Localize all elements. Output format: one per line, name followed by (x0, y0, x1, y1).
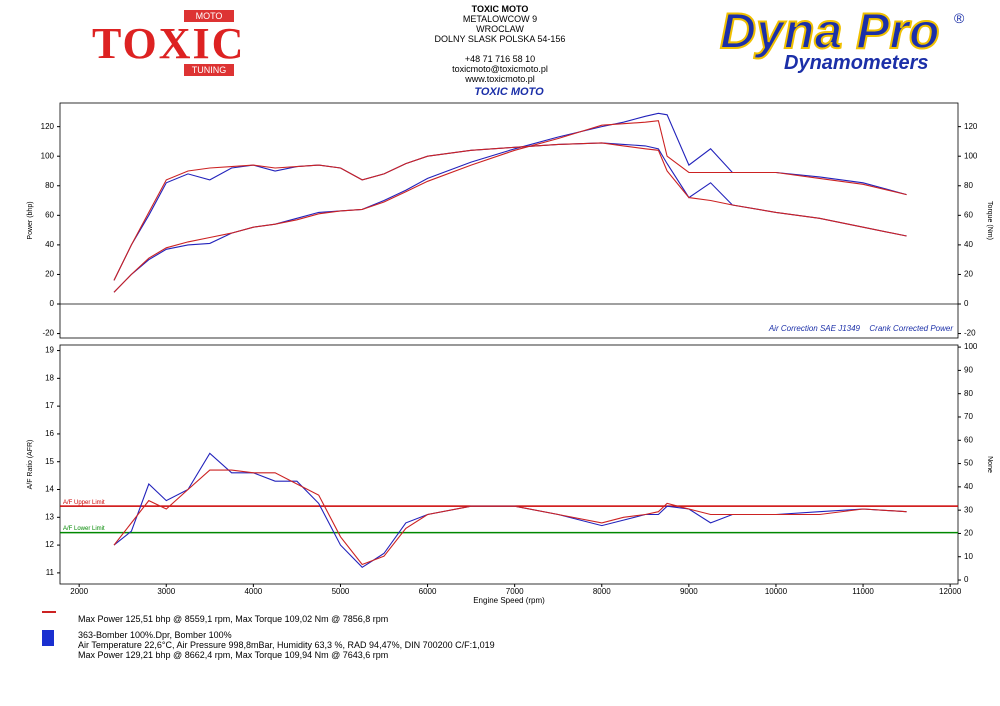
y-tick-label: 11 (46, 568, 55, 577)
y-tick-label: 20 (45, 270, 54, 279)
y2-tick-label: 90 (964, 366, 973, 375)
brand-logo: Dyna Pro ® Dynamometers (712, 2, 972, 74)
y2-axis-label: Torque (Nm) (986, 201, 993, 240)
x-tick-label: 4000 (244, 587, 262, 596)
x-tick-label: 9000 (680, 587, 698, 596)
y2-tick-label: 0 (964, 299, 969, 308)
y2-tick-label: 70 (964, 412, 973, 421)
series-line (113, 120, 907, 293)
company: TOXIC MOTO (471, 4, 529, 14)
run2-swatch (42, 630, 54, 646)
run2-info: Max Power 129,21 bhp @ 8662,4 rpm, Max T… (78, 650, 389, 660)
y2-tick-label: 100 (964, 342, 978, 351)
y-tick-label: 15 (45, 457, 54, 466)
logo-top: MOTO (184, 10, 234, 22)
y2-tick-label: 60 (964, 435, 973, 444)
y2-tick-label: 80 (964, 181, 973, 190)
y-tick-label: 18 (45, 373, 54, 382)
brand-sub: Dynamometers (784, 52, 929, 74)
address: METALOWCOW 9 (462, 14, 538, 24)
y2-axis-label: None (986, 456, 993, 473)
y2-tick-label: 10 (964, 552, 973, 561)
y2-tick-label: 100 (964, 151, 978, 160)
address: DOLNY SLASK POLSKA 54-156 (434, 34, 566, 44)
series-line (113, 142, 907, 281)
logo: MOTO TOXIC TUNING (92, 10, 246, 76)
y-tick-label: 0 (50, 299, 55, 308)
contact: +48 71 716 58 10 (464, 54, 536, 64)
brand-mark: ® (954, 10, 965, 26)
y-tick-label: 100 (41, 151, 55, 160)
x-tick-label: 6000 (419, 587, 437, 596)
contact: www.toxicmoto.pl (465, 74, 535, 84)
y2-tick-label: 40 (964, 482, 973, 491)
y2-tick-label: 60 (964, 210, 973, 219)
y2-tick-label: 30 (964, 505, 973, 514)
y2-tick-label: 20 (964, 270, 973, 279)
y-axis-label: Power (bhp) (27, 201, 34, 239)
chart-title: TOXIC MOTO (474, 86, 544, 98)
limit-label: A/F Lower Limit (63, 526, 105, 532)
x-tick-label: 3000 (157, 587, 175, 596)
y-tick-label: 16 (45, 429, 54, 438)
x-tick-label: 5000 (332, 587, 350, 596)
x-tick-label: 11000 (852, 587, 874, 596)
x-axis-label: Engine Speed (rpm) (473, 596, 545, 605)
x-tick-label: 2000 (70, 587, 88, 596)
y-tick-label: 12 (45, 540, 54, 549)
y-axis-label: A/F Ratio (AFR) (27, 440, 34, 490)
address: WROCLAW (476, 24, 524, 34)
y-tick-label: 120 (41, 122, 55, 131)
y2-tick-label: 20 (964, 529, 973, 538)
y-tick-label: 19 (45, 346, 54, 355)
series-line (113, 469, 907, 566)
x-tick-label: 12000 (939, 587, 962, 596)
y-tick-label: 17 (45, 401, 54, 410)
logo-bottom: TUNING (184, 64, 234, 76)
y-tick-label: 14 (45, 485, 54, 494)
y-tick-label: 60 (45, 210, 54, 219)
series-line (113, 142, 907, 281)
annotation: Crank Corrected Power (869, 324, 953, 333)
x-tick-label: 10000 (765, 587, 788, 596)
annotation: Air Correction SAE J1349 (768, 324, 861, 333)
y2-tick-label: 0 (964, 575, 969, 584)
run1-info: Max Power 125,51 bhp @ 8559,1 rpm, Max T… (78, 614, 389, 624)
run2-info: Air Temperature 22,6°C, Air Pressure 998… (78, 640, 495, 650)
run1-swatch (42, 611, 56, 613)
plot-frame (59, 344, 959, 585)
y2-tick-label: 80 (964, 389, 973, 398)
x-tick-label: 7000 (506, 587, 524, 596)
plot-frame (59, 102, 959, 339)
run2-file: 363-Bomber 100%.Dpr, Bomber 100% (78, 630, 232, 640)
x-tick-label: 8000 (593, 587, 611, 596)
y2-tick-label: 40 (964, 240, 973, 249)
series-line (113, 112, 907, 293)
y2-tick-label: 120 (964, 122, 978, 131)
brand: Dyna Pro (719, 2, 941, 60)
y-tick-label: 13 (45, 512, 54, 521)
logo-main: TOXIC (92, 19, 246, 68)
company-info: TOXIC MOTO METALOWCOW 9 WROCLAW DOLNY SL… (380, 4, 620, 84)
contact: toxicmoto@toxicmoto.pl (452, 64, 548, 74)
y-tick-label: 80 (45, 181, 54, 190)
limit-label: A/F Upper Limit (63, 500, 105, 506)
y-tick-label: 40 (45, 240, 54, 249)
y-tick-label: -20 (42, 329, 54, 338)
y2-tick-label: -20 (964, 329, 976, 338)
y2-tick-label: 50 (964, 459, 973, 468)
